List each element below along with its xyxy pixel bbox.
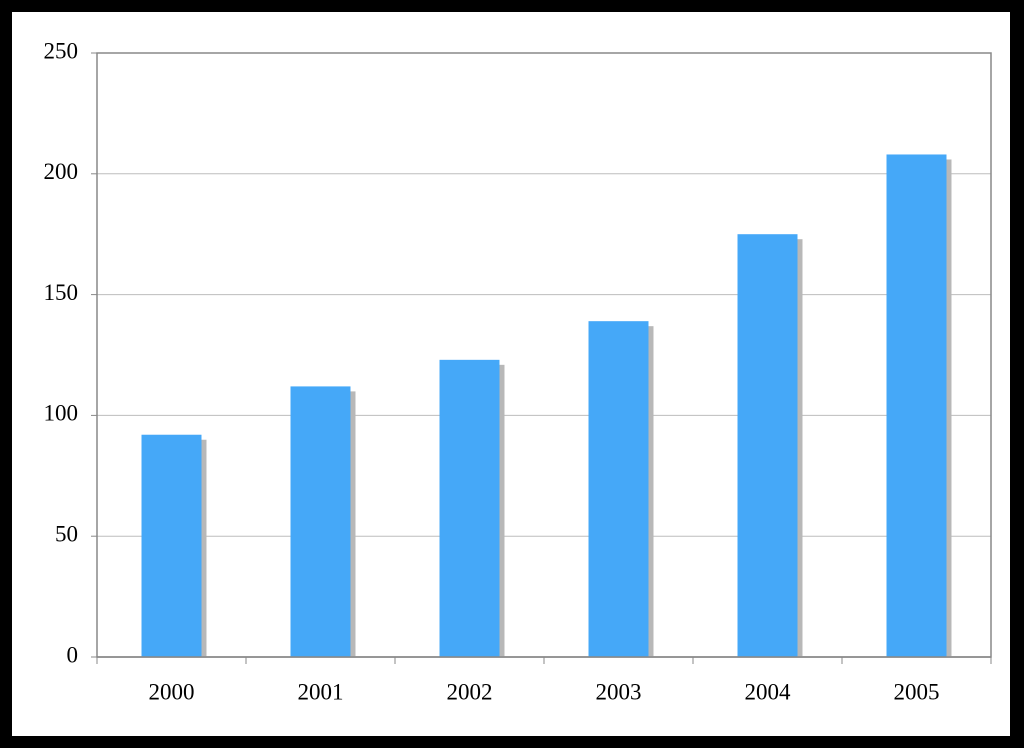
x-tick-label: 2002 — [447, 679, 493, 704]
y-tick-label: 0 — [67, 642, 79, 667]
y-tick-label: 100 — [44, 401, 79, 426]
x-tick-label: 2000 — [149, 679, 195, 704]
bar — [737, 234, 798, 657]
x-tick-label: 2003 — [596, 679, 642, 704]
bar — [588, 321, 649, 657]
y-tick-label: 200 — [44, 159, 79, 184]
bar — [141, 434, 202, 657]
x-tick-label: 2001 — [298, 679, 344, 704]
y-tick-label: 150 — [44, 280, 79, 305]
bar — [886, 154, 947, 658]
x-tick-label: 2005 — [894, 679, 940, 704]
bar — [290, 386, 351, 657]
y-tick-label: 50 — [55, 521, 78, 546]
y-tick-label: 250 — [44, 38, 79, 63]
bar — [439, 359, 500, 657]
x-tick-label: 2004 — [745, 679, 792, 704]
